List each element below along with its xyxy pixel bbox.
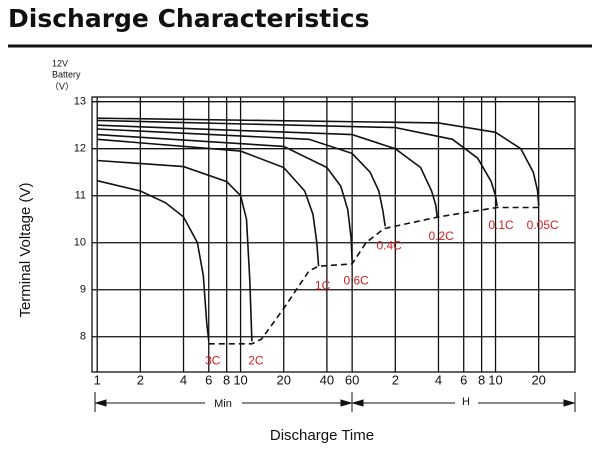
corner-label: 12V <box>52 58 68 68</box>
x-tick-label: 2 <box>137 372 144 387</box>
discharge-curve <box>97 117 540 207</box>
series-label: 3C <box>205 354 221 368</box>
discharge-curve <box>208 206 539 345</box>
discharge-curve <box>97 124 438 217</box>
y-tick-label: 10 <box>74 237 86 249</box>
plot-frame <box>91 96 576 373</box>
discharge-curve <box>97 138 320 267</box>
discharge-curve <box>97 119 498 207</box>
y-tick-label: 13 <box>74 96 86 108</box>
series-label: 0.05C <box>527 218 559 232</box>
x-tick-label: 40 <box>320 372 334 387</box>
discharge-curve <box>97 128 386 227</box>
x-tick-label: 2 <box>392 372 399 387</box>
range-arrows <box>94 392 576 412</box>
x-tick-label: 60 <box>345 372 359 387</box>
y-tick-label: 9 <box>80 284 86 296</box>
x-tick-label: 8 <box>223 372 230 387</box>
y-tick-label: 12 <box>74 143 86 155</box>
series-label: 0.1C <box>488 218 514 232</box>
x-tick-label: 1 <box>94 372 101 387</box>
annotation: H <box>462 396 470 408</box>
series-label: 0.4C <box>377 238 403 252</box>
x-axis-title: Discharge Time <box>270 427 374 444</box>
corner-label: （V） <box>50 81 74 91</box>
x-tick-label: 4 <box>435 372 442 387</box>
corner-label: Battery <box>52 69 81 79</box>
series-label: 1C <box>315 278 331 292</box>
series-label: 0.6C <box>343 274 369 288</box>
y-axis-title: Terminal Voltage (V) <box>17 182 34 317</box>
discharge-curve <box>97 179 210 342</box>
x-tick-label: 10 <box>488 372 502 387</box>
x-tick-label: 4 <box>180 372 187 387</box>
x-tick-label: 6 <box>460 372 467 387</box>
y-tick-label: 8 <box>80 331 86 343</box>
series-label: 0.2C <box>428 229 454 243</box>
x-tick-label: 6 <box>205 372 212 387</box>
series-label: 2C <box>248 354 264 368</box>
x-tick-label: 20 <box>277 372 291 387</box>
discharge-curve <box>97 133 353 262</box>
annotation: Min <box>214 398 232 410</box>
y-tick-label: 11 <box>75 190 86 202</box>
x-tick-label: 20 <box>531 372 545 387</box>
x-tick-label: 10 <box>233 372 247 387</box>
chart-title: Discharge Characteristics <box>8 4 370 33</box>
discharge-curve <box>97 159 253 342</box>
x-tick-label: 8 <box>478 372 485 387</box>
